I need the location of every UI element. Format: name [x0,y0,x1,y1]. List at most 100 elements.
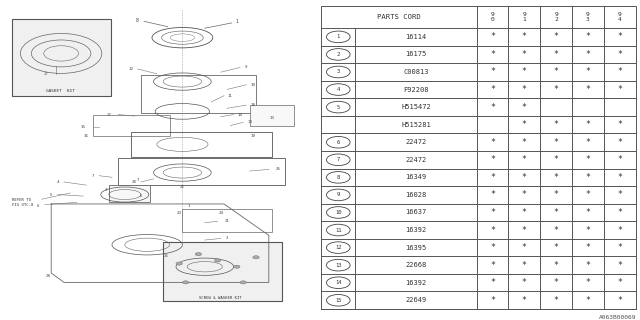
Text: 11: 11 [335,228,342,233]
Text: 7: 7 [92,174,94,178]
Text: 6: 6 [37,204,40,207]
Text: *: * [554,278,559,287]
Text: 9
1: 9 1 [522,12,526,22]
Text: 1: 1 [236,20,238,24]
Text: *: * [554,68,559,76]
Text: 7: 7 [136,179,139,182]
Bar [109,185,150,202]
Text: *: * [490,226,495,235]
Text: 16392: 16392 [405,280,426,286]
Text: 14: 14 [237,113,243,116]
Text: 18: 18 [250,103,255,107]
Text: *: * [617,243,622,252]
Text: *: * [490,103,495,112]
Text: 3: 3 [337,69,340,75]
Text: *: * [490,296,495,305]
Text: 3: 3 [104,188,107,192]
Text: 22649: 22649 [405,297,426,303]
Text: *: * [554,173,559,182]
Text: *: * [490,155,495,164]
Text: 4: 4 [337,87,340,92]
Text: 28: 28 [45,274,51,278]
Text: *: * [490,243,495,252]
Text: *: * [586,261,590,270]
Bar [93,115,170,137]
Bar [12,19,111,96]
Text: 11: 11 [228,94,233,98]
Bar [131,132,272,157]
Text: *: * [490,190,495,199]
Circle shape [253,256,259,259]
Text: 9: 9 [337,192,340,197]
Text: *: * [617,85,622,94]
Text: 16637: 16637 [405,210,426,215]
Text: *: * [554,120,559,129]
Text: 16175: 16175 [405,52,426,57]
Text: *: * [522,68,527,76]
Text: *: * [554,296,559,305]
Text: 9
4: 9 4 [618,12,621,22]
Text: *: * [586,155,590,164]
Text: *: * [554,208,559,217]
Text: 9
3: 9 3 [586,12,589,22]
Text: 21: 21 [225,219,230,223]
Text: 5: 5 [50,193,52,196]
Text: *: * [586,85,590,94]
Text: 23: 23 [177,212,182,215]
Text: *: * [522,226,527,235]
Text: *: * [522,120,527,129]
Text: 9
0: 9 0 [490,12,494,22]
Circle shape [182,281,189,284]
Text: 2: 2 [337,52,340,57]
Text: *: * [554,138,559,147]
Text: *: * [522,173,527,182]
Text: *: * [586,226,590,235]
Text: *: * [522,190,527,199]
Text: *: * [617,296,622,305]
Text: *: * [490,173,495,182]
Text: 13: 13 [335,263,342,268]
Text: 17: 17 [106,113,111,116]
Text: *: * [617,278,622,287]
Text: *: * [490,208,495,217]
Text: 10: 10 [335,210,342,215]
Text: 13: 13 [269,116,275,120]
Text: C00813: C00813 [403,69,429,75]
Circle shape [240,281,246,284]
Text: 22: 22 [180,185,185,189]
Text: *: * [617,155,622,164]
Text: *: * [554,32,559,41]
Text: *: * [586,68,590,76]
Text: 16392: 16392 [405,227,426,233]
Text: GASKET  KIT: GASKET KIT [45,89,75,92]
Text: *: * [554,85,559,94]
Text: H515472: H515472 [401,104,431,110]
Text: *: * [617,261,622,270]
Text: *: * [522,103,527,112]
Text: *: * [586,190,590,199]
Text: SCREW & WASHER KIT: SCREW & WASHER KIT [200,296,242,300]
Text: *: * [490,50,495,59]
Text: 25: 25 [276,167,281,172]
Text: *: * [554,226,559,235]
Text: *: * [522,278,527,287]
Text: *: * [554,261,559,270]
Bar [321,6,636,309]
Text: *: * [554,243,559,252]
Text: 1: 1 [188,204,190,207]
Text: *: * [490,32,495,41]
Text: 22472: 22472 [405,157,426,163]
Text: 6: 6 [337,140,340,145]
Text: *: * [554,190,559,199]
Text: 26: 26 [164,254,169,258]
Bar [118,158,285,185]
Text: *: * [490,85,495,94]
Text: 20: 20 [132,180,137,184]
Text: 16028: 16028 [405,192,426,198]
Text: 22472: 22472 [405,139,426,145]
Text: 8: 8 [337,175,340,180]
Text: 10: 10 [250,83,255,87]
Text: *: * [522,50,527,59]
Text: 16: 16 [84,134,89,139]
Text: *: * [586,32,590,41]
